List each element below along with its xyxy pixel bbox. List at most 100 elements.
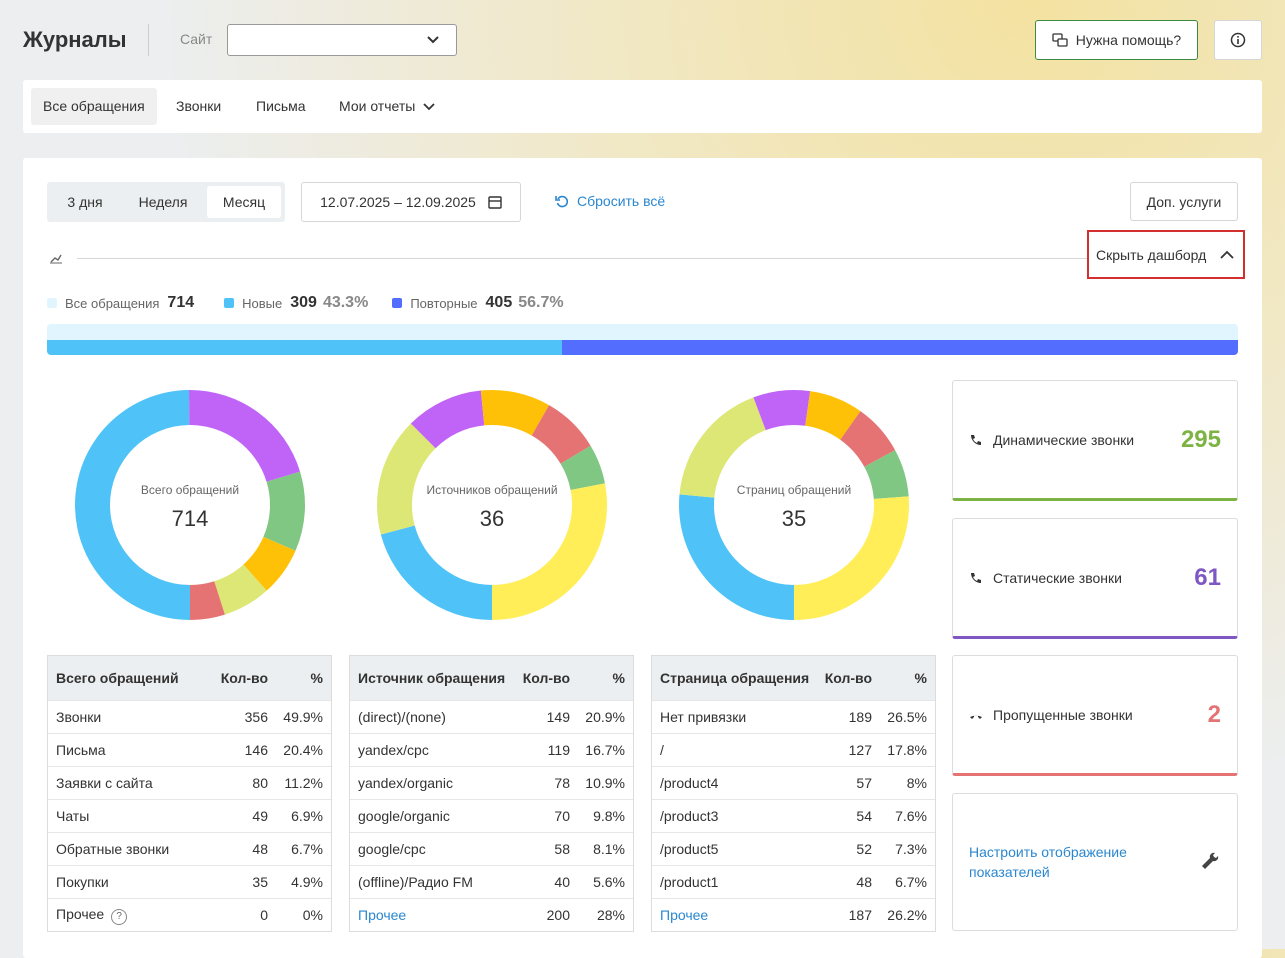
table-row: Чаты 49 6.9%: [48, 799, 331, 832]
table-header: Всего обращений Кол-во%: [48, 656, 331, 700]
summary-bar: [47, 324, 1238, 355]
table-cell: 149: [546, 709, 570, 725]
table-cell: 26.5%: [887, 709, 927, 725]
table-cell: 8%: [906, 775, 927, 791]
data-table: Страница обращения Кол-во% Нет привязки 189…: [651, 655, 936, 932]
table-cell: 28%: [596, 907, 625, 923]
table-row: Покупки 35 4.9%: [48, 865, 331, 898]
extra-text: Доп. услуги: [1146, 193, 1222, 210]
info-button[interactable]: [1214, 20, 1262, 60]
table-cell: 48: [856, 874, 872, 890]
phone-icon: [971, 572, 981, 583]
stat-card: Статические звонки 61: [952, 518, 1238, 639]
header-cell: %: [612, 670, 625, 686]
chevron: [423, 103, 435, 111]
header-cell: %: [310, 670, 323, 686]
date-picker[interactable]: 12.07.2025 – 12.09.2025: [301, 182, 521, 222]
table-cell: 6.7%: [291, 841, 323, 857]
header-cell: Кол-во: [522, 670, 570, 686]
table-header: Страница обращения Кол-во%: [652, 656, 935, 700]
extra-button[interactable]: Доп. услуги: [1130, 182, 1238, 221]
table-cell: 7.3%: [895, 841, 927, 857]
donut-segment: [75, 390, 190, 620]
table-row: (offline)/Радио FM 40 5.6%: [350, 865, 633, 898]
table-row: Прочее 200 28%: [350, 898, 633, 931]
bar-total: [47, 324, 1238, 340]
settings-card[interactable]: Настроить отображение показателей: [952, 793, 1238, 931]
table-row: Прочее 0 0%: [48, 898, 331, 931]
tab[interactable]: Звонки: [176, 98, 222, 114]
table-cell: 58: [554, 841, 570, 857]
table-row: /product3 54 7.6%: [652, 799, 935, 832]
table-cell: 16.7%: [585, 742, 625, 758]
donut-segment: [190, 581, 225, 620]
table-row: google/organic 70 9.8%: [350, 799, 633, 832]
table-cell: yandex/cpc: [358, 742, 429, 758]
table-cell: 78: [554, 775, 570, 791]
table-cell: 10.9%: [585, 775, 625, 791]
table-cell: Обратные звонки: [56, 841, 170, 857]
bar-new: [47, 340, 563, 355]
legend-swatch: [224, 298, 235, 308]
table-cell: 57: [856, 775, 872, 791]
help-button[interactable]: Нужна помощь?: [1035, 20, 1198, 60]
donut-value: 714: [172, 506, 209, 531]
site-select[interactable]: [227, 24, 457, 56]
table-cell: 187: [848, 907, 872, 923]
tab[interactable]: Все обращения: [31, 88, 157, 125]
table-header: Источник обращения Кол-во%: [350, 656, 633, 700]
hide-text: Скрыть дашборд: [1096, 246, 1207, 263]
table-cell: 49: [252, 808, 268, 824]
stat-value: 295: [1180, 425, 1221, 453]
donut-label: Всего обращений: [141, 483, 239, 497]
tab[interactable]: Мои отчеты: [327, 88, 447, 125]
stat-card: Пропущенные звонки 2: [952, 655, 1238, 776]
donut-segment: [805, 391, 861, 440]
summary-legend: Все обращения 714 Новые 309 43.3% Повторные 40…: [47, 294, 588, 312]
table-cell: 6.7%: [895, 874, 927, 890]
settings-text: Настроить отображение показателей: [969, 844, 1127, 880]
legend-label: Новые: [242, 295, 283, 311]
stat-label: Статические звонки: [993, 569, 1122, 586]
donut-segment: [531, 405, 591, 464]
donut-segment: [560, 445, 605, 490]
donut-value: 35: [782, 506, 806, 531]
tab[interactable]: Письма: [256, 98, 306, 114]
separator: [77, 258, 1087, 259]
data-table: Источник обращения Кол-во% (direct)/(none)…: [349, 655, 634, 932]
table-cell: 20.9%: [585, 709, 625, 725]
table-cell: 4.9%: [291, 874, 323, 890]
page-title: Журналы: [23, 27, 127, 52]
hide-dashboard[interactable]: Скрыть дашборд: [1087, 230, 1245, 279]
legend-percent: 43.3%: [322, 294, 369, 311]
table-cell: 17.8%: [887, 742, 927, 758]
table-cell: 0%: [302, 907, 323, 923]
reset-link[interactable]: Сбросить всё: [555, 193, 665, 209]
table-cell: 8.1%: [593, 841, 625, 857]
table-cell: google/cpc: [358, 841, 426, 857]
table-cell[interactable]: Прочее: [660, 907, 709, 923]
period-button[interactable]: 3 дня: [67, 194, 103, 210]
table-cell: Покупки: [56, 874, 109, 890]
period-button[interactable]: Месяц: [207, 186, 281, 218]
stat-label: Динамические звонки: [993, 431, 1135, 448]
table-cell[interactable]: Прочее: [358, 907, 407, 923]
reset-text: Сбросить всё: [577, 193, 666, 209]
legend-item: Новые 309 43.3%: [224, 294, 368, 312]
table-cell: 189: [848, 709, 872, 725]
table-cell: 48: [252, 841, 268, 857]
donut-segment: [380, 525, 492, 620]
table-cell: (offline)/Радио FM: [358, 874, 473, 890]
legend-item: Все обращения 714: [47, 294, 200, 312]
table-row: yandex/organic 78 10.9%: [350, 766, 633, 799]
table-cell: 49.9%: [283, 709, 323, 725]
period-button[interactable]: Неделя: [138, 194, 188, 210]
table-cell: Прочее: [56, 906, 206, 925]
table-cell: 40: [554, 874, 570, 890]
divider: [148, 24, 149, 56]
donut-segment: [377, 423, 436, 535]
legend-value: 405: [485, 294, 513, 311]
donut-value: 36: [480, 506, 504, 531]
help-text: Нужна помощь?: [1075, 32, 1182, 48]
